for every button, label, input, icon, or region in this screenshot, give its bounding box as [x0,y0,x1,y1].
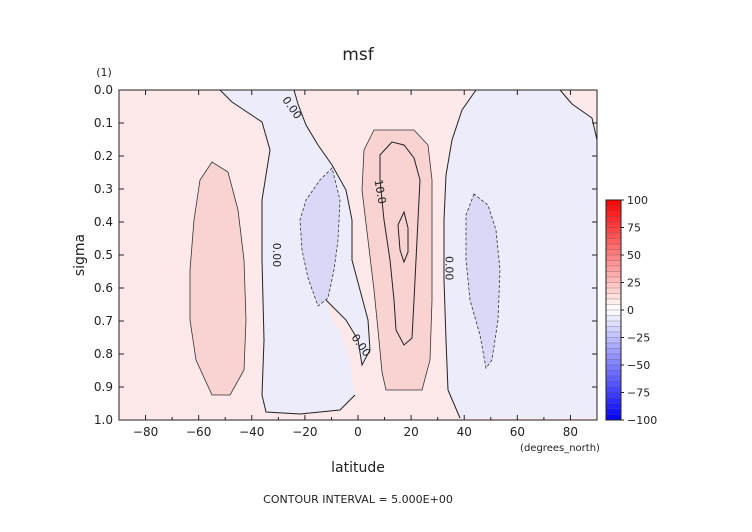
x-tick-label: 40 [457,425,472,439]
colorbar-band [605,227,622,234]
colorbar-band [605,287,622,294]
colorbar-band [605,353,622,360]
colorbar-band [605,238,622,245]
colorbar-band [605,276,622,283]
colorbar-band [605,232,622,239]
zero-contour-southern [219,89,356,415]
x-tick-label: 0 [354,425,362,439]
colorbar-band [605,359,622,366]
colorbar-band [605,216,622,223]
colorbar-band [605,199,622,206]
colorbar-band [605,282,622,289]
colorbar-band [605,337,622,344]
colorbar-band [605,375,622,382]
colorbar-band [605,265,622,272]
y-tick-label: 0.5 [94,248,113,262]
y-tick-label: 0.8 [94,347,113,361]
colorbar-label: 50 [627,249,641,262]
zero-contour-northern [443,89,477,419]
x-tick-label: −80 [133,425,158,439]
x-tick-label: 80 [563,425,578,439]
x-units-label: (degrees_north) [520,443,600,454]
zero-contour-east-edge [559,89,598,141]
x-axis-label: latitude [331,460,385,476]
colorbar-band [605,331,622,338]
colorbar-band [605,298,622,305]
colorbar-label: 25 [627,277,641,290]
y-axis: 0.0 0.1 0.2 0.3 0.4 0.5 0.6 0.7 0.8 0.9 1.0 [94,83,597,427]
x-tick-label: 60 [510,425,525,439]
y-tick-label: 0.9 [94,380,113,394]
colorbar-band [605,205,622,212]
colorbar-label: 0 [627,304,634,317]
colorbar-band [605,304,622,311]
colorbar-band [605,320,622,327]
colorbar-band [605,386,622,393]
y-tick-label: 0.6 [94,281,113,295]
y-tick-label: 0.1 [94,116,113,130]
x-tick-label: −60 [186,425,211,439]
colorbar-band [605,414,622,421]
y-tick-label: 1.0 [94,413,113,427]
colorbar-band [605,364,622,371]
colorbar-band [605,249,622,256]
colorbar-label: 75 [627,222,641,235]
x-tick-label: −20 [292,425,317,439]
zero-contour-middle [293,89,371,367]
negative-core-northern [465,193,501,369]
y-axis-label: sigma [72,234,88,276]
colorbar-band [605,408,622,415]
chart-title: msf [342,45,374,65]
positive-core-southern [189,161,247,396]
negative-core-southern [299,167,341,307]
y-tick-label: 0.0 [94,83,113,97]
colorbar-band [605,315,622,322]
colorbar-band [605,254,622,261]
x-tick-label: −40 [239,425,264,439]
colorbar-band [605,381,622,388]
colorbar-band [605,342,622,349]
contour-label: 10.0 [372,178,389,204]
colorbar-band [605,326,622,333]
y-units-label: (1) [96,66,112,79]
positive-core-tropical [361,129,433,391]
y-tick-label: 0.3 [94,182,113,196]
y-tick-label: 0.2 [94,149,113,163]
contour-line-10 [379,141,421,346]
colorbar-band [605,243,622,250]
x-axis: −80 −60 −40 −20 0 20 40 60 80 [118,90,598,439]
colorbar-band [605,370,622,377]
colorbar-band [605,403,622,410]
contour-label: 0.00 [270,243,283,268]
colorbar-label: −25 [627,332,650,345]
y-tick-label: 0.4 [94,215,113,229]
colorbar-band [605,309,622,316]
colorbar-band [605,271,622,278]
colorbar-band [605,348,622,355]
plot-area [118,89,598,421]
colorbar-band [605,392,622,399]
contour-line-15 [397,210,409,264]
colorbar-label: −50 [627,359,650,372]
colorbar-band [605,221,622,228]
y-tick-label: 0.7 [94,314,113,328]
colorbar-band [605,293,622,300]
colorbar-band [605,210,622,217]
colorbar-band [605,397,622,404]
colorbar-label: 100 [627,194,648,207]
contour-label: 0.00 [443,256,456,281]
colorbar-label: −75 [627,387,650,400]
x-tick-label: 20 [403,425,418,439]
colorbar-band [605,260,622,267]
contour-interval-footer: CONTOUR INTERVAL = 5.000E+00 [263,493,453,506]
colorbar: 100 75 50 25 0 −25 −50 −75 −100 [605,194,657,427]
colorbar-label: −100 [627,414,657,427]
